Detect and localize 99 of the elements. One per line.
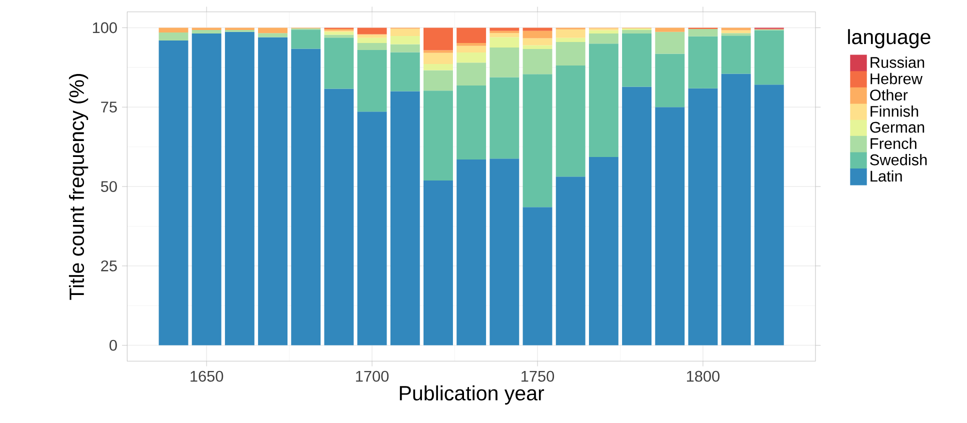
legend-label: Latin [870, 170, 902, 182]
bar [688, 29, 718, 36]
bar [224, 32, 254, 346]
bar [456, 43, 486, 46]
bar [588, 44, 618, 158]
y-tick-label: 50 [100, 181, 117, 192]
bar [357, 50, 387, 112]
bar [588, 157, 618, 346]
bar [522, 207, 552, 346]
x-tick-label: 1700 [356, 370, 389, 382]
bar [291, 30, 321, 49]
bar [456, 52, 486, 63]
bar [556, 29, 586, 38]
bar [291, 48, 321, 346]
bar [390, 52, 420, 92]
bar [588, 34, 618, 44]
x-tick-label: 1800 [686, 370, 720, 382]
bar [456, 46, 486, 53]
bar [522, 38, 552, 46]
x-tick-label: 1750 [522, 370, 554, 382]
bar [556, 176, 586, 346]
bar [490, 37, 520, 48]
bar [622, 34, 652, 87]
bar [324, 88, 354, 346]
bar [456, 62, 486, 86]
bar [424, 28, 453, 50]
legend-label: Finnish [870, 106, 918, 117]
y-axis-title: Title count frequency (%) [68, 74, 88, 300]
bar [522, 49, 552, 74]
bar [390, 91, 420, 346]
bar [490, 158, 520, 346]
x-axis-title: Publication year [400, 386, 544, 405]
bar [158, 32, 188, 41]
bar [390, 36, 420, 44]
bar [158, 28, 188, 33]
bar [622, 30, 652, 34]
legend-label: French [870, 138, 916, 150]
y-tick-label: 100 [92, 22, 117, 34]
bar [688, 36, 718, 88]
bar [258, 28, 288, 34]
legend-label: Other [870, 89, 908, 101]
legend-label: Hebrew [870, 73, 923, 84]
x-tick-label: 1650 [190, 370, 224, 382]
bar [556, 66, 586, 177]
bar [622, 86, 652, 346]
bar [556, 38, 586, 42]
bar [390, 28, 420, 36]
bar [424, 50, 453, 53]
legend-label: German [870, 122, 924, 133]
bar [556, 42, 586, 66]
bar [456, 86, 486, 160]
bar [490, 77, 520, 159]
bar [655, 32, 685, 54]
bar [424, 52, 453, 64]
bar [721, 74, 751, 346]
bar [192, 28, 222, 30]
bar [324, 34, 354, 38]
bar [721, 28, 751, 30]
bar [456, 160, 486, 346]
bar [357, 38, 387, 44]
y-tick-label: 75 [101, 102, 117, 113]
bar [357, 34, 387, 38]
y-tick-label: 25 [101, 260, 117, 272]
bar [490, 33, 520, 38]
bar [192, 30, 222, 34]
bar [522, 28, 552, 32]
bar [324, 38, 354, 89]
bar [655, 107, 685, 346]
bar [158, 40, 188, 346]
bar [522, 45, 552, 50]
bar [688, 88, 718, 346]
legend-label: Swedish [870, 154, 927, 166]
bar [522, 74, 552, 208]
bar [424, 180, 453, 346]
bar [424, 90, 453, 181]
bar [224, 28, 254, 30]
bar [655, 28, 685, 32]
bar [424, 64, 453, 70]
bar [490, 48, 520, 78]
bar [258, 37, 288, 346]
bar [357, 43, 387, 50]
bar [357, 112, 387, 346]
bar [588, 30, 618, 34]
bar [754, 84, 784, 346]
bar [754, 30, 784, 85]
legend-label: Russian [870, 56, 924, 68]
bar [655, 54, 685, 108]
bar [721, 33, 751, 36]
legend-title: language [848, 29, 930, 48]
y-tick-label: 0 [110, 340, 117, 351]
bar [357, 28, 387, 34]
bar [522, 31, 552, 38]
bar [721, 36, 751, 74]
bar [490, 28, 520, 32]
bar [258, 33, 288, 38]
bar [424, 70, 453, 91]
bar [390, 44, 420, 52]
bar [192, 34, 222, 346]
bar [456, 28, 486, 44]
